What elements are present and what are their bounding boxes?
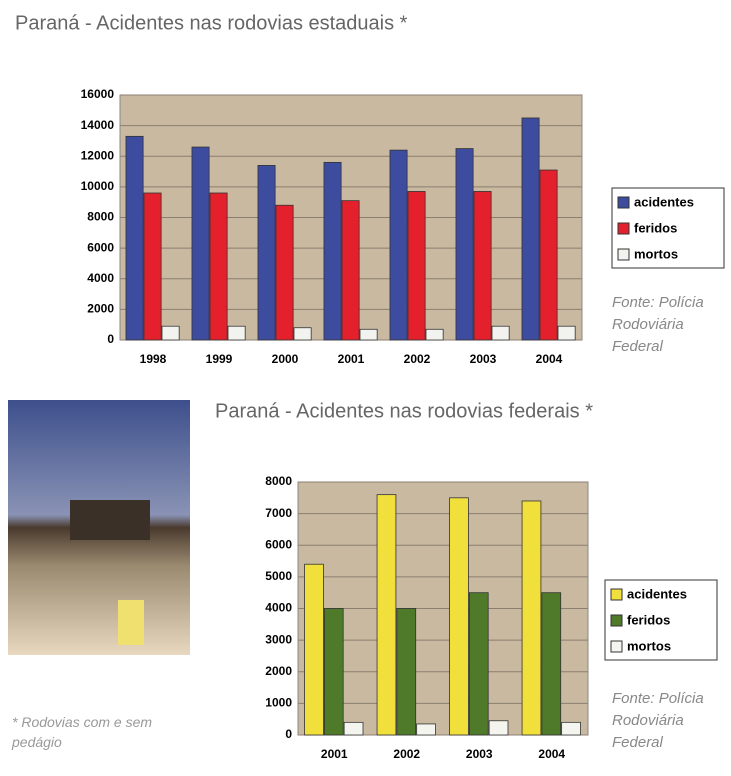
y-tick-label: 7000 — [265, 506, 292, 520]
y-tick-label: 3000 — [265, 632, 292, 646]
y-tick-label: 2000 — [265, 664, 292, 678]
bar — [557, 325, 576, 341]
bar — [473, 191, 492, 341]
x-tick-label: 2002 — [404, 352, 431, 366]
footnote: * Rodovias com e sem pedágio — [12, 714, 153, 750]
y-tick-label: 16000 — [81, 87, 115, 101]
y-tick-label: 2000 — [87, 302, 114, 316]
y-tick-label: 0 — [107, 332, 114, 346]
y-tick-label: 14000 — [81, 118, 115, 132]
y-tick-label: 1000 — [265, 696, 292, 710]
bar — [376, 494, 397, 736]
bar — [191, 146, 210, 341]
x-tick-label: 1999 — [206, 352, 233, 366]
bar — [304, 563, 324, 736]
bar — [293, 327, 312, 341]
y-tick-label: 6000 — [87, 240, 114, 254]
bar — [343, 721, 364, 736]
legend-box — [611, 187, 725, 269]
x-tick-label: 2003 — [466, 747, 493, 761]
y-tick-label: 12000 — [81, 148, 115, 162]
legend-label: acidentes — [627, 586, 687, 601]
bar — [539, 169, 558, 341]
chart-title: Paraná - Acidentes nas rodovias federais… — [215, 400, 593, 422]
bar — [491, 325, 510, 341]
legend-swatch — [610, 640, 623, 653]
bar — [416, 723, 436, 736]
bar — [359, 328, 378, 341]
y-tick-label: 0 — [285, 727, 292, 741]
source: Fonte: Polícia Rodoviária Federal — [612, 690, 704, 751]
legend-label: mortos — [634, 246, 678, 261]
legend-swatch — [610, 588, 623, 601]
bar — [341, 200, 360, 341]
y-tick-label: 10000 — [81, 179, 115, 193]
bar — [275, 204, 294, 341]
legend-label: mortos — [627, 638, 671, 653]
photo-sign — [118, 600, 144, 645]
bar — [227, 325, 246, 341]
bar — [323, 608, 344, 736]
bar — [389, 149, 408, 341]
y-tick-label: 5000 — [265, 569, 292, 583]
x-tick-label: 2001 — [338, 352, 365, 366]
y-tick-label: 4000 — [265, 601, 292, 615]
chart-title: Paraná - Acidentes nas rodovias estaduai… — [15, 12, 408, 34]
x-tick-label: 2004 — [538, 747, 565, 761]
bar — [541, 592, 562, 736]
y-tick-label: 6000 — [265, 537, 292, 551]
bar — [468, 592, 489, 736]
bar — [425, 328, 444, 341]
bar — [488, 720, 509, 736]
x-tick-label: 2001 — [321, 747, 348, 761]
bar — [561, 721, 581, 736]
legend-label: feridos — [634, 220, 677, 235]
bar — [455, 148, 474, 341]
legend-box — [604, 579, 718, 661]
legend-swatch — [617, 222, 630, 235]
legend-label: acidentes — [634, 194, 694, 209]
legend-swatch — [610, 614, 623, 627]
bar — [323, 161, 342, 341]
y-tick-label: 4000 — [87, 271, 114, 285]
bar — [407, 191, 426, 341]
legend-swatch — [617, 196, 630, 209]
photo-truck — [70, 500, 150, 540]
y-tick-label: 8000 — [87, 210, 114, 224]
x-tick-label: 2004 — [536, 352, 563, 366]
bar — [143, 192, 162, 341]
legend-swatch — [617, 248, 630, 261]
bar — [521, 117, 540, 341]
x-tick-label: 2002 — [393, 747, 420, 761]
source: Fonte: Polícia Rodoviária Federal — [612, 294, 704, 355]
legend-label: feridos — [627, 612, 670, 627]
x-tick-label: 1998 — [140, 352, 167, 366]
bar — [209, 192, 228, 341]
bar — [449, 497, 469, 736]
bar — [396, 608, 417, 736]
bar — [161, 325, 180, 341]
bar — [257, 165, 276, 341]
y-tick-label: 8000 — [265, 474, 292, 488]
x-tick-label: 2003 — [470, 352, 497, 366]
x-tick-label: 2000 — [272, 352, 299, 366]
bar — [125, 135, 144, 341]
bar — [521, 500, 542, 736]
